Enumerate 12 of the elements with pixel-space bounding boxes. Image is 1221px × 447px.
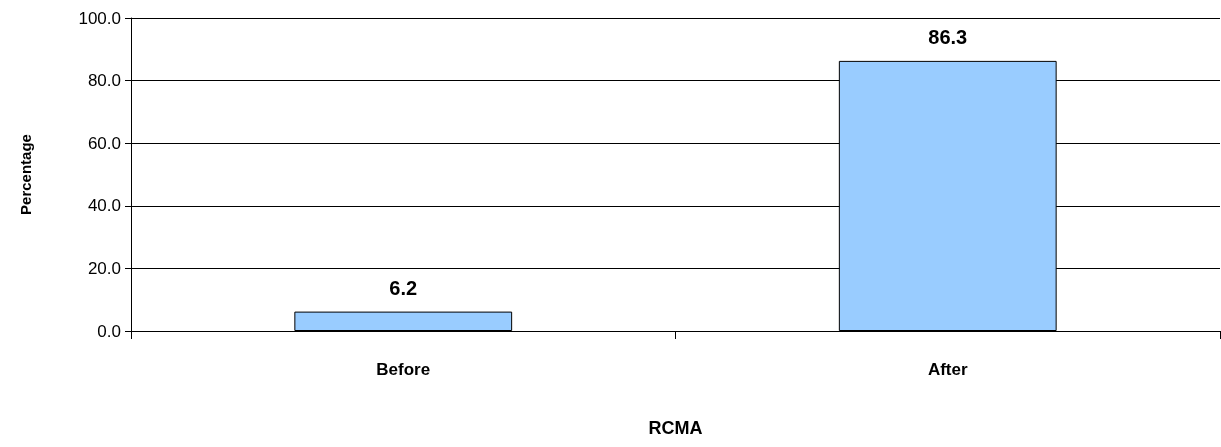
data-label: 86.3 [928, 25, 968, 48]
y-tick-label: 80.0 [87, 71, 121, 91]
y-tick-label: 20.0 [87, 258, 121, 278]
y-tick-label: 60.0 [87, 133, 121, 153]
y-axis-title: Percentage [17, 134, 34, 215]
x-tick-label: After [927, 360, 968, 379]
x-tick-label: Before [376, 360, 431, 379]
y-tick-label: 40.0 [87, 196, 121, 216]
data-label: 6.2 [389, 276, 418, 299]
y-tick-label: 0.0 [97, 321, 121, 341]
y-tick-label: 100.0 [78, 8, 121, 28]
x-axis-title: RCMA [648, 418, 703, 438]
